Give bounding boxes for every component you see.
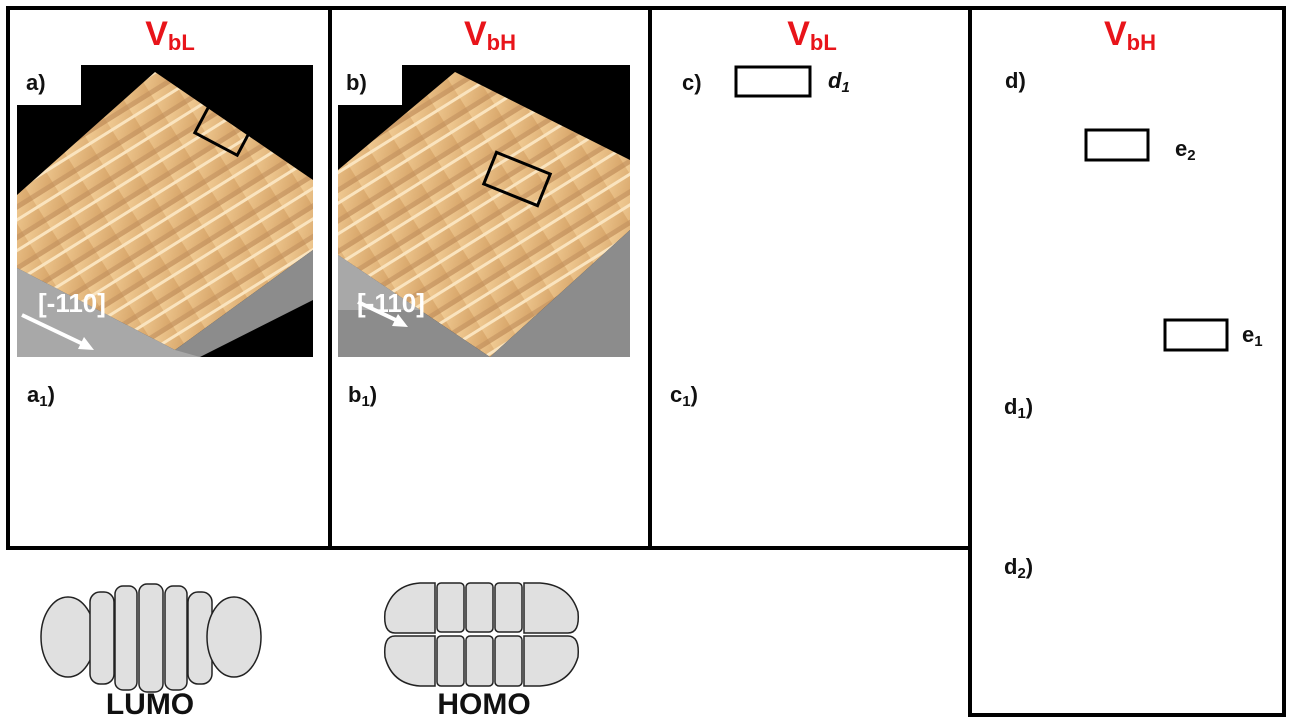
- image-3d: [338, 65, 630, 357]
- panel-title: VbH: [1104, 15, 1156, 55]
- sub-label: c1): [670, 382, 698, 410]
- panel-frame: [968, 6, 1286, 717]
- marker-label: e2: [1175, 136, 1196, 164]
- marker-box: [1163, 318, 1229, 352]
- orbital-label: LUMO: [106, 688, 194, 721]
- sub-label: a1): [27, 382, 55, 410]
- sub-label: b1): [348, 382, 377, 410]
- panel-label: a): [26, 70, 46, 95]
- panel-label: d): [1005, 68, 1026, 93]
- lumo-diagram: [40, 583, 262, 693]
- marker-box: [1084, 128, 1150, 162]
- marker-box: [734, 65, 812, 98]
- sub-label: d2): [1004, 554, 1033, 582]
- panel-label: b): [346, 70, 367, 95]
- marker-label: d1: [828, 68, 850, 96]
- marker-label: e1: [1242, 322, 1263, 350]
- sub-label: d1): [1004, 394, 1033, 422]
- panel-label: c): [682, 70, 702, 95]
- image-3d: [17, 65, 313, 357]
- direction-label: [-110]: [357, 288, 425, 318]
- homo-diagram: [383, 582, 580, 687]
- label-boxes: [17, 65, 1071, 586]
- panel-title: VbL: [787, 15, 837, 55]
- orbital-label: HOMO: [437, 688, 530, 721]
- direction-label: [-110]: [38, 288, 106, 318]
- frames: [6, 6, 1286, 717]
- panel-title: VbH: [464, 15, 516, 55]
- panel-title: VbL: [145, 15, 195, 55]
